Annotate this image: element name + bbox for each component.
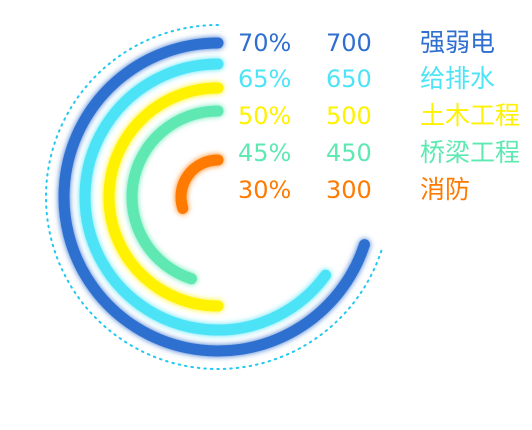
percent-label: 45% (238, 139, 292, 167)
percent-label: 30% (238, 176, 292, 204)
arc-3 (103, 82, 224, 312)
category-label: 消防 (420, 175, 471, 204)
arc-4 (126, 105, 224, 285)
category-label: 土木工程 (420, 101, 521, 130)
legend-row: 30% 300 消防 (0, 172, 532, 208)
legend-row: 65% 650 给排水 (0, 61, 532, 97)
legend-row: 50% 500 土木工程 (0, 98, 532, 134)
percent-label: 70% (238, 29, 292, 57)
value-label: 500 (326, 102, 372, 130)
category-label: 强弱电 (420, 28, 496, 57)
legend-row: 45% 450 桥梁工程 (0, 135, 532, 171)
value-label: 450 (326, 139, 372, 167)
percent-label: 65% (238, 65, 292, 93)
legend-row: 70% 700 强弱电 (0, 25, 532, 61)
value-label: 300 (326, 176, 372, 204)
arc-2 (79, 58, 332, 336)
category-label: 桥梁工程 (420, 138, 521, 167)
value-label: 650 (326, 65, 372, 93)
value-label: 700 (326, 29, 372, 57)
percent-label: 50% (238, 102, 292, 130)
outer-dotted-ring (44, 24, 383, 370)
arc-1 (58, 37, 370, 357)
arc-5 (175, 154, 224, 214)
category-label: 给排水 (420, 64, 496, 93)
